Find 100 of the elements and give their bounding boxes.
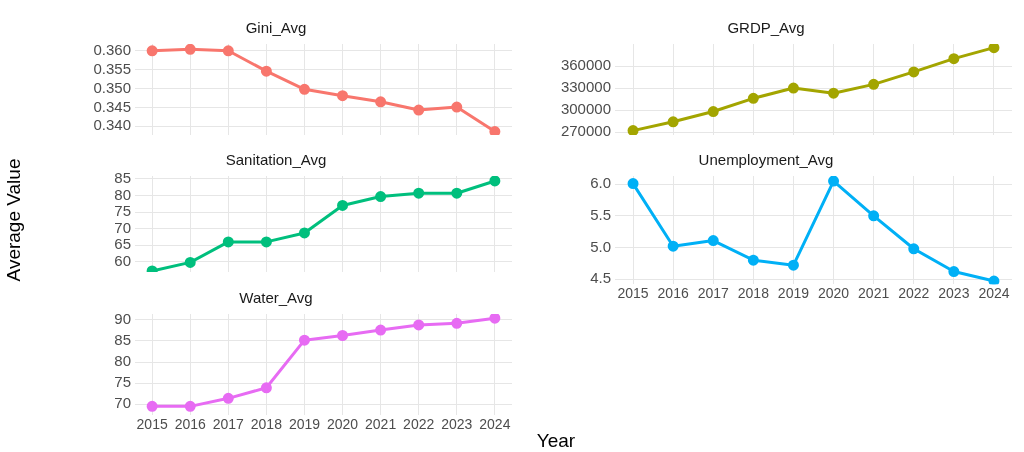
y-tick-label: 5.5: [590, 206, 611, 223]
point: [988, 44, 1000, 54]
x-tick-label: 2019: [288, 416, 321, 433]
point: [988, 275, 1000, 285]
y-tick-label: 75: [114, 373, 131, 391]
point: [948, 266, 960, 278]
chart-title: Water_Avg: [239, 289, 313, 307]
point: [747, 254, 759, 266]
point: [375, 96, 387, 108]
y-tick-label: 5.0: [590, 237, 611, 255]
x-tick-label: 2020: [817, 285, 850, 302]
point: [627, 178, 639, 190]
point: [222, 45, 234, 57]
point: [146, 400, 158, 412]
point: [184, 44, 196, 55]
y-tick-label: 70: [114, 394, 131, 412]
y-tick-label: 85: [114, 169, 131, 187]
point: [260, 236, 272, 248]
y-tick-label: 0.340: [93, 116, 131, 134]
y-tick-label: 80: [114, 185, 131, 203]
point: [828, 87, 840, 99]
x-tick-label: 2016: [174, 416, 206, 433]
point: [667, 240, 679, 252]
x-tick-label: 2015: [136, 416, 168, 433]
point: [375, 191, 387, 203]
chart-title: GRDP_Avg: [727, 19, 805, 37]
point: [787, 82, 799, 94]
point: [337, 90, 349, 102]
x-axis-title: Year: [536, 430, 576, 452]
x-tick-label: 2019: [777, 285, 810, 302]
point: [260, 65, 272, 77]
y-tick-label: 0.345: [93, 97, 131, 115]
y-tick-label: 360000: [560, 56, 611, 74]
x-tick-label: 2021: [365, 416, 397, 433]
point: [908, 243, 920, 255]
point: [707, 235, 719, 247]
point: [298, 334, 310, 346]
point: [489, 314, 501, 324]
point: [298, 227, 310, 239]
point: [298, 83, 310, 95]
y-tick-label: 330000: [560, 78, 611, 96]
x-tick-label: 2022: [898, 285, 930, 302]
x-tick-label: 2017: [212, 416, 245, 433]
point: [337, 330, 349, 342]
point: [451, 101, 463, 113]
point: [908, 66, 920, 78]
point: [451, 317, 463, 329]
y-tick-label: 85: [114, 331, 131, 349]
y-tick-label: 0.350: [93, 78, 131, 96]
point: [828, 176, 840, 187]
x-tick-label: 2015: [617, 285, 649, 302]
point: [489, 126, 501, 135]
y-tick-label: 60: [114, 251, 131, 269]
point: [184, 400, 196, 412]
x-tick-label: 2021: [858, 285, 890, 302]
x-tick-label: 2016: [657, 285, 689, 302]
y-tick-label: 0.360: [93, 40, 131, 58]
x-tick-label: 2023: [938, 285, 970, 302]
point: [222, 236, 234, 248]
x-tick-label: 2017: [697, 285, 730, 302]
point: [337, 199, 349, 211]
point: [451, 187, 463, 199]
y-tick-label: 300000: [560, 100, 611, 118]
point: [787, 259, 799, 271]
point: [146, 45, 158, 57]
y-tick-label: 0.355: [93, 59, 131, 77]
chart-title: Unemployment_Avg: [698, 151, 834, 169]
x-tick-label: 2018: [250, 416, 283, 433]
point: [667, 116, 679, 128]
point: [413, 187, 425, 199]
y-tick-label: 90: [114, 310, 131, 328]
point: [413, 104, 425, 116]
x-tick-label: 2018: [737, 285, 770, 302]
x-tick-label: 2023: [441, 416, 473, 433]
y-tick-label: 270000: [560, 122, 611, 140]
chart-title: Gini_Avg: [245, 19, 307, 37]
point: [627, 125, 639, 135]
point: [868, 78, 880, 90]
point: [260, 382, 272, 394]
point: [489, 176, 501, 187]
point: [184, 256, 196, 268]
point: [375, 324, 387, 336]
y-tick-label: 70: [114, 218, 131, 236]
point: [222, 392, 234, 404]
x-tick-label: 2022: [403, 416, 435, 433]
point: [707, 106, 719, 118]
x-tick-label: 2024: [479, 416, 511, 433]
y-tick-label: 65: [114, 235, 131, 253]
point: [948, 53, 960, 65]
y-tick-label: 75: [114, 202, 131, 220]
y-tick-label: 6.0: [590, 174, 611, 192]
x-tick-label: 2024: [978, 285, 1010, 302]
point: [868, 210, 880, 222]
y-tick-label: 4.5: [590, 269, 611, 287]
point: [747, 92, 759, 104]
y-tick-label: 80: [114, 352, 131, 370]
point: [413, 319, 425, 331]
y-axis-title: Average Value: [3, 158, 25, 282]
x-tick-label: 2020: [326, 416, 359, 433]
chart-title: Sanitation_Avg: [225, 151, 327, 169]
